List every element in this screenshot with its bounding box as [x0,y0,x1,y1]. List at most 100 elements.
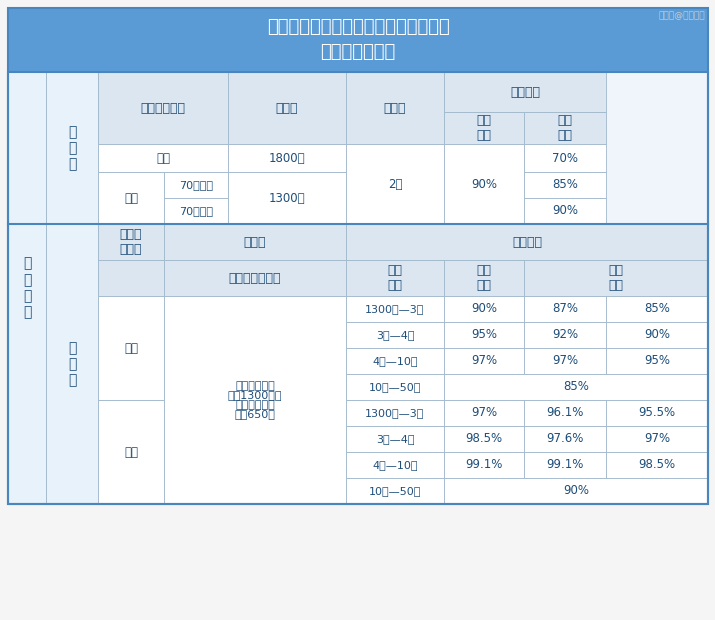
Text: 2万: 2万 [388,177,403,190]
Bar [606,426,708,452]
Text: 退休: 退休 [124,446,138,459]
Text: 96.1%: 96.1% [546,407,583,420]
Bar [444,452,524,478]
Text: 97%: 97% [471,407,497,420]
Bar [444,260,524,296]
Text: 其他
医院: 其他 医院 [558,114,573,142]
Bar [524,260,708,296]
Text: 医疗费用金额段: 医疗费用金额段 [229,272,281,285]
Text: 搜狐号@蓝图企服: 搜狐号@蓝图企服 [659,11,705,20]
Bar [46,224,98,504]
Text: 85%: 85% [563,381,589,394]
Bar [346,426,444,452]
Text: 三级
医院: 三级 医院 [608,264,623,292]
Text: 住院1300元，: 住院1300元， [228,390,282,401]
Text: 90%: 90% [644,329,670,342]
Text: 92%: 92% [552,329,578,342]
Text: 一级
医院: 一级 医院 [388,264,403,292]
Bar [444,322,524,348]
Text: 在职: 在职 [124,342,138,355]
Bar [346,224,708,260]
Bar [8,8,708,72]
Text: 4万—10万: 4万—10万 [373,460,418,470]
Text: 97%: 97% [552,355,578,368]
Text: 90%: 90% [471,177,497,190]
Text: 参保人
员类别: 参保人 员类别 [119,228,142,256]
Text: 报销比例: 报销比例 [512,236,542,249]
Bar [164,260,346,296]
Text: 起付线: 起付线 [276,102,298,115]
Bar [444,374,708,400]
Bar [606,348,708,374]
Text: 本年度第一次: 本年度第一次 [235,381,275,391]
Bar [98,296,164,400]
Text: 70岁以下: 70岁以下 [179,180,213,190]
Text: 87%: 87% [552,303,578,316]
Bar [8,72,708,504]
Bar [524,198,606,224]
Text: 退休: 退休 [124,192,138,205]
Text: 99.1%: 99.1% [546,459,583,471]
Bar [346,478,444,504]
Text: 3万—4万: 3万—4万 [376,330,414,340]
Text: 97%: 97% [644,433,670,446]
Bar [606,452,708,478]
Bar [346,144,444,224]
Bar [606,296,708,322]
Bar [524,400,606,426]
Text: 住
院
类: 住 院 类 [68,341,77,388]
Bar [98,400,164,504]
Text: 97%: 97% [471,355,497,368]
Text: 10万—50万: 10万—50万 [369,382,421,392]
Bar [346,348,444,374]
Bar [346,260,444,296]
Bar [524,144,606,172]
Bar [346,400,444,426]
Bar [164,172,228,198]
Bar [444,72,606,112]
Text: 1300元: 1300元 [269,192,305,205]
Bar [346,296,444,322]
Text: 报销比例: 报销比例 [510,86,540,99]
Bar [444,400,524,426]
Text: 门
诊
类: 门 诊 类 [68,125,77,171]
Text: 85%: 85% [552,179,578,192]
Bar [228,72,346,144]
Text: 封顶线: 封顶线 [384,102,406,115]
Bar [444,478,708,504]
Text: 4万—10万: 4万—10万 [373,356,418,366]
Text: 城
镇
职
工: 城 镇 职 工 [23,257,31,319]
Text: 90%: 90% [471,303,497,316]
Bar [164,198,228,224]
Bar [8,8,708,504]
Bar [98,172,164,224]
Bar [444,426,524,452]
Bar [98,144,228,172]
Text: 北京市城镇职工基本医疗保险医疗费用: 北京市城镇职工基本医疗保险医疗费用 [267,18,449,36]
Bar [606,322,708,348]
Bar [524,348,606,374]
Text: 98.5%: 98.5% [638,459,676,471]
Bar [606,400,708,426]
Bar [346,452,444,478]
Bar [524,322,606,348]
Text: 报销比例一览表: 报销比例一览表 [320,43,395,61]
Text: 70%: 70% [552,151,578,164]
Text: 95.5%: 95.5% [638,407,676,420]
Bar [444,144,524,224]
Bar [444,348,524,374]
Bar [346,72,444,144]
Text: 10万—50万: 10万—50万 [369,486,421,496]
Bar [98,224,164,260]
Bar [524,112,606,144]
Bar [8,72,46,504]
Bar [46,72,98,224]
Text: 二级
医院: 二级 医院 [476,264,491,292]
Bar [444,112,524,144]
Bar [524,296,606,322]
Text: 每次650元: 每次650元 [235,409,275,419]
Text: 98.5%: 98.5% [465,433,503,446]
Bar [164,224,346,260]
Text: 3万—4万: 3万—4万 [376,434,414,444]
Text: 1300元—3万: 1300元—3万 [365,408,425,418]
